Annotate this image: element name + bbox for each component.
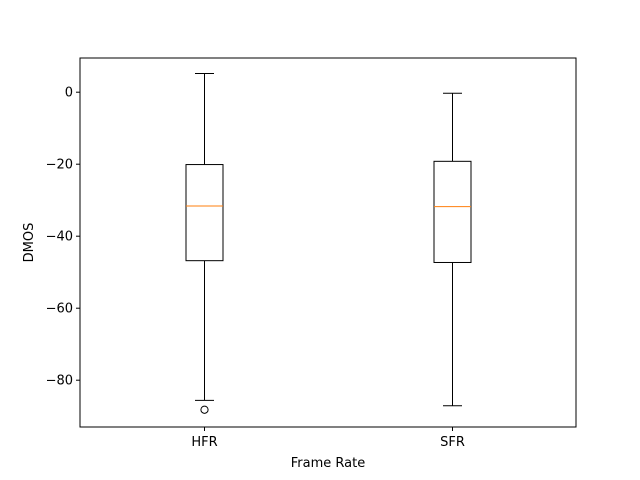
x-tick-label: SFR <box>440 435 465 450</box>
y-axis-label: DMOS <box>22 223 37 263</box>
box-group-hfr <box>185 72 224 414</box>
outlier-point <box>200 405 209 414</box>
axes-frame <box>79 57 577 428</box>
box <box>185 164 224 262</box>
y-tick-label: −60 <box>46 302 73 317</box>
plot-area <box>185 72 472 414</box>
y-axis: 0 −20 −40 −60 −80 <box>46 86 80 389</box>
box-group-sfr <box>433 92 472 407</box>
y-tick-label: −40 <box>46 230 73 245</box>
x-axis: HFR SFR <box>191 427 465 450</box>
x-tick-label: HFR <box>191 435 217 450</box>
x-axis-label: Frame Rate <box>291 456 365 471</box>
y-tick-label: −80 <box>46 374 73 389</box>
y-tick-label: 0 <box>65 86 73 101</box>
box <box>433 160 472 263</box>
y-tick-label: −20 <box>46 158 73 173</box>
